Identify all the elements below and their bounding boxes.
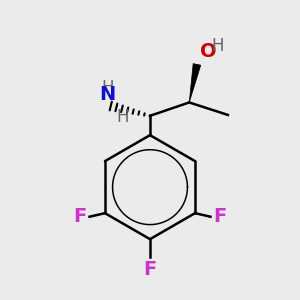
Text: F: F bbox=[73, 207, 86, 226]
Text: O: O bbox=[200, 42, 217, 61]
Text: H: H bbox=[212, 38, 224, 56]
Text: N: N bbox=[99, 85, 115, 104]
Text: H: H bbox=[116, 108, 129, 126]
Text: H: H bbox=[101, 79, 113, 97]
Text: F: F bbox=[143, 260, 157, 279]
Text: F: F bbox=[214, 207, 227, 226]
Polygon shape bbox=[189, 64, 201, 102]
